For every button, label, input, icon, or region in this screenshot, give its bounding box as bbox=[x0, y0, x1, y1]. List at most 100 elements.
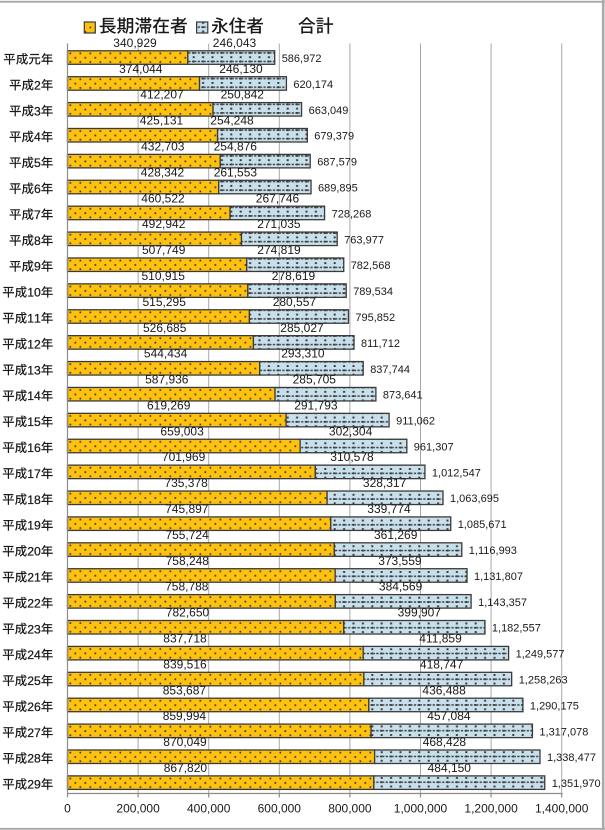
svg-text:340,929: 340,929 bbox=[113, 36, 157, 50]
svg-text:1: 1 bbox=[27, 441, 34, 455]
svg-text:1,116,993: 1,116,993 bbox=[469, 545, 517, 557]
svg-text:7: 7 bbox=[34, 467, 41, 481]
svg-text:600,000: 600,000 bbox=[258, 801, 302, 815]
svg-text:4: 4 bbox=[34, 389, 41, 403]
svg-text:1: 1 bbox=[27, 415, 34, 429]
svg-text:1,200,000: 1,200,000 bbox=[464, 801, 518, 815]
svg-text:1: 1 bbox=[27, 337, 34, 351]
svg-text:1,249,577: 1,249,577 bbox=[516, 649, 565, 661]
svg-text:4: 4 bbox=[34, 130, 41, 144]
svg-text:399,907: 399,907 bbox=[398, 606, 442, 620]
svg-text:246,043: 246,043 bbox=[213, 36, 257, 50]
svg-text:1,258,263: 1,258,263 bbox=[519, 675, 568, 687]
svg-text:6: 6 bbox=[34, 182, 41, 196]
svg-text:507,749: 507,749 bbox=[142, 243, 186, 257]
svg-text:200,000: 200,000 bbox=[116, 801, 160, 815]
svg-text:2: 2 bbox=[27, 700, 34, 714]
svg-text:870,049: 870,049 bbox=[163, 735, 207, 749]
svg-text:758,788: 758,788 bbox=[165, 580, 209, 594]
svg-text:250,842: 250,842 bbox=[221, 88, 265, 102]
svg-text:1,338,477: 1,338,477 bbox=[547, 752, 596, 764]
svg-text:425,131: 425,131 bbox=[140, 114, 184, 128]
svg-text:374,044: 374,044 bbox=[119, 62, 163, 76]
svg-text:267,746: 267,746 bbox=[256, 191, 300, 205]
svg-text:285,705: 285,705 bbox=[293, 373, 337, 387]
svg-text:1: 1 bbox=[27, 286, 34, 300]
svg-text:0: 0 bbox=[34, 545, 41, 559]
svg-text:620,174: 620,174 bbox=[293, 79, 333, 91]
svg-text:837,744: 837,744 bbox=[370, 364, 410, 376]
svg-text:659,003: 659,003 bbox=[160, 424, 204, 438]
svg-text:280,557: 280,557 bbox=[273, 295, 317, 309]
svg-text:859,994: 859,994 bbox=[163, 709, 207, 723]
svg-text:763,977: 763,977 bbox=[344, 234, 384, 246]
svg-text:745,897: 745,897 bbox=[165, 502, 209, 516]
svg-text:4: 4 bbox=[34, 648, 41, 662]
svg-text:411,859: 411,859 bbox=[419, 632, 462, 646]
svg-text:384,569: 384,569 bbox=[379, 580, 423, 594]
svg-text:663,049: 663,049 bbox=[309, 105, 349, 117]
svg-text:911,062: 911,062 bbox=[396, 416, 435, 428]
svg-text:2: 2 bbox=[27, 674, 34, 688]
svg-text:339,774: 339,774 bbox=[367, 502, 411, 516]
svg-text:853,687: 853,687 bbox=[163, 683, 207, 697]
svg-text:418,747: 418,747 bbox=[420, 657, 464, 671]
svg-text:800,000: 800,000 bbox=[328, 801, 372, 815]
svg-text:5: 5 bbox=[34, 156, 41, 170]
svg-text:1,143,357: 1,143,357 bbox=[478, 597, 527, 609]
svg-text:782,568: 782,568 bbox=[351, 260, 391, 272]
svg-text:1,131,807: 1,131,807 bbox=[474, 571, 523, 583]
svg-text:2: 2 bbox=[34, 78, 41, 92]
svg-text:8: 8 bbox=[34, 752, 41, 766]
svg-text:1,351,970: 1,351,970 bbox=[552, 778, 601, 790]
svg-text:8: 8 bbox=[34, 234, 41, 248]
svg-text:271,035: 271,035 bbox=[257, 217, 301, 231]
svg-text:687,579: 687,579 bbox=[317, 157, 357, 169]
svg-text:1,012,547: 1,012,547 bbox=[432, 467, 481, 479]
svg-text:1: 1 bbox=[27, 389, 34, 403]
svg-text:873,641: 873,641 bbox=[383, 390, 423, 402]
svg-text:484,150: 484,150 bbox=[428, 761, 472, 775]
svg-text:460,522: 460,522 bbox=[141, 191, 185, 205]
svg-text:755,724: 755,724 bbox=[165, 528, 209, 542]
svg-text:361,269: 361,269 bbox=[374, 528, 418, 542]
svg-text:0: 0 bbox=[64, 801, 71, 815]
svg-text:789,534: 789,534 bbox=[353, 286, 393, 298]
svg-text:735,378: 735,378 bbox=[164, 476, 208, 490]
svg-text:9: 9 bbox=[34, 519, 41, 533]
svg-text:1,317,078: 1,317,078 bbox=[539, 726, 588, 738]
svg-text:278,619: 278,619 bbox=[272, 269, 316, 283]
svg-text:1: 1 bbox=[34, 312, 41, 326]
svg-text:457,084: 457,084 bbox=[427, 709, 471, 723]
svg-text:811,712: 811,712 bbox=[361, 338, 400, 350]
svg-text:1: 1 bbox=[34, 570, 41, 584]
svg-text:2: 2 bbox=[34, 596, 41, 610]
svg-text:1: 1 bbox=[27, 312, 34, 326]
svg-text:1,290,175: 1,290,175 bbox=[530, 700, 579, 712]
svg-text:586,972: 586,972 bbox=[282, 53, 322, 65]
svg-text:246,130: 246,130 bbox=[219, 62, 263, 76]
svg-text:1,182,557: 1,182,557 bbox=[492, 623, 541, 635]
svg-text:619,269: 619,269 bbox=[147, 398, 191, 412]
svg-text:795,852: 795,852 bbox=[355, 312, 395, 324]
svg-text:837,718: 837,718 bbox=[163, 632, 207, 646]
svg-text:412,207: 412,207 bbox=[140, 88, 184, 102]
svg-text:515,295: 515,295 bbox=[143, 295, 187, 309]
svg-text:8: 8 bbox=[34, 493, 41, 507]
svg-text:1,085,671: 1,085,671 bbox=[458, 519, 507, 531]
svg-text:2: 2 bbox=[27, 726, 34, 740]
svg-text:758,248: 758,248 bbox=[166, 554, 210, 568]
svg-text:2: 2 bbox=[27, 570, 34, 584]
svg-text:3: 3 bbox=[34, 622, 41, 636]
svg-text:468,428: 468,428 bbox=[423, 735, 467, 749]
svg-text:373,559: 373,559 bbox=[378, 554, 422, 568]
svg-text:2: 2 bbox=[34, 337, 41, 351]
svg-text:1: 1 bbox=[27, 519, 34, 533]
svg-text:2: 2 bbox=[27, 648, 34, 662]
svg-text:728,268: 728,268 bbox=[332, 208, 372, 220]
svg-text:2: 2 bbox=[27, 778, 34, 792]
svg-text:293,310: 293,310 bbox=[281, 347, 325, 361]
svg-text:1,000,000: 1,000,000 bbox=[394, 801, 448, 815]
svg-text:2: 2 bbox=[27, 596, 34, 610]
svg-text:261,553: 261,553 bbox=[214, 165, 258, 179]
